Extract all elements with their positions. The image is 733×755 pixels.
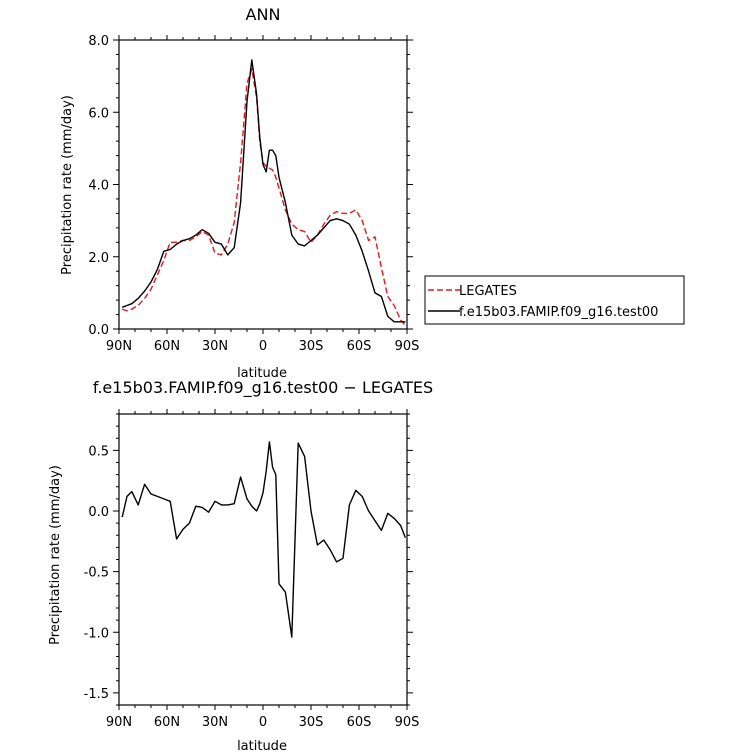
x-tick-label: 30S — [299, 339, 324, 354]
x-tick-label: 60S — [347, 715, 372, 730]
x-tick-label: 0 — [259, 339, 267, 354]
y-tick-label: 6.0 — [88, 106, 109, 121]
bottom-x-tick-labels: 90N 60N 30N 0 30S 60S 90S — [106, 715, 420, 730]
top-series-lines — [121, 59, 406, 326]
bottom-panel-title: f.e15b03.FAMIP.f09_g16.test00 − LEGATES — [93, 378, 433, 398]
top-plot-frame — [118, 39, 408, 330]
x-tick-label: 90S — [395, 339, 420, 354]
y-tick-label: 2.0 — [88, 251, 109, 266]
x-tick-label: 30N — [202, 339, 228, 354]
x-tick-label: 0 — [259, 715, 267, 730]
top-y-axis-label: Precipitation rate (mm/day) — [60, 95, 75, 275]
x-tick-label: 30N — [202, 715, 228, 730]
y-tick-label: 0.0 — [88, 505, 109, 520]
bottom-series-lines — [121, 441, 407, 638]
legend-label-legates: LEGATES — [459, 284, 517, 299]
top-y-tick-labels: 0.0 2.0 4.0 6.0 8.0 — [88, 34, 109, 338]
top-panel: ANN 0.02.04.06.08.0 90N 60N 30N 0 30S 60S 90S … — [60, 5, 419, 381]
x-tick-label: 60N — [154, 715, 180, 730]
x-tick-label: 30S — [299, 715, 324, 730]
y-tick-label: 0.5 — [88, 444, 109, 459]
bottom-y-tick-labels: -1.5 -1.0 -0.5 0.0 0.5 — [84, 444, 109, 702]
top-axis-ticks — [113, 35, 413, 334]
bottom-y-axis-label: Precipitation rate (mm/day) — [48, 465, 63, 645]
y-tick-label: 8.0 — [88, 34, 109, 49]
bottom-panel: f.e15b03.FAMIP.f09_g16.test00 − LEGATES … — [48, 378, 433, 754]
legend-label-model: f.e15b03.FAMIP.f09_g16.test00 — [459, 305, 658, 320]
x-tick-label: 90N — [106, 715, 132, 730]
bottom-plot-frame — [118, 413, 408, 706]
x-tick-label: 60S — [347, 339, 372, 354]
bottom-x-axis-label: latitude — [237, 739, 287, 754]
series-line-1 — [121, 59, 406, 323]
top-x-axis-label: latitude — [237, 366, 287, 381]
y-tick-label: 0.0 — [88, 323, 109, 338]
legend: LEGATES f.e15b03.FAMIP.f09_g16.test00 — [424, 275, 685, 325]
series-line-0 — [121, 441, 407, 638]
y-tick-label: -0.5 — [84, 566, 109, 581]
series-line-0 — [121, 68, 406, 326]
y-tick-label: 4.0 — [88, 179, 109, 194]
x-tick-label: 60N — [154, 339, 180, 354]
x-tick-label: 90N — [106, 339, 132, 354]
legend-box — [424, 275, 685, 325]
y-tick-label: -1.0 — [84, 626, 109, 641]
x-tick-label: 90S — [395, 715, 420, 730]
bottom-axis-ticks — [113, 409, 413, 710]
top-panel-title: ANN — [246, 5, 281, 24]
y-tick-label: -1.5 — [84, 687, 109, 702]
top-x-tick-labels: 90N 60N 30N 0 30S 60S 90S — [106, 339, 420, 354]
